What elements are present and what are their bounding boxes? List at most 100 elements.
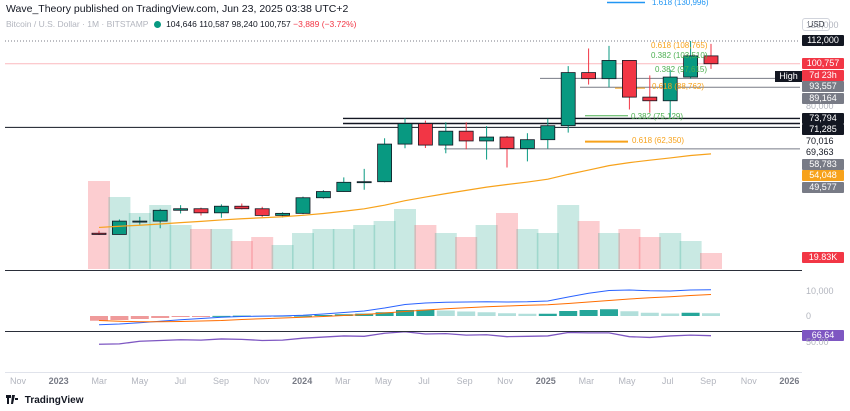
candle-body: [499, 136, 515, 149]
price-tick-label: 80,000: [806, 100, 834, 111]
time-axis-label: 2024: [292, 376, 313, 386]
candle-body: [683, 55, 698, 78]
macd-histogram-bar: [130, 316, 149, 319]
publication-note: Wave_Theory published on TradingView.com…: [6, 3, 349, 15]
macd-histogram-bar: [171, 316, 190, 317]
candle-body: [520, 139, 535, 149]
price-level-label: 73,794: [802, 112, 844, 124]
macd-histogram-bar: [110, 316, 129, 320]
candle-body: [295, 197, 311, 214]
macd-histogram-bar: [538, 313, 557, 316]
candle-body: [377, 143, 393, 183]
price-level-label: 71,285: [802, 124, 844, 136]
symbol-name[interactable]: Bitcoin / U.S. Dollar · 1M · BITSTAMP: [6, 19, 149, 29]
candle-body: [662, 76, 678, 102]
macd-histogram-bar: [375, 312, 394, 316]
macd-histogram-bar: [314, 315, 333, 316]
time-axis-label: 2025: [535, 376, 556, 386]
rsi-tick-label: 50.00: [806, 337, 829, 347]
volume-bar: [516, 229, 539, 269]
rsi-value-label: 66.64: [802, 330, 844, 342]
candle-body: [703, 55, 719, 65]
macd-histogram-bar: [416, 309, 435, 316]
macd-histogram-bar: [518, 313, 537, 316]
candle-body: [417, 123, 433, 146]
time-axis-label: Sep: [456, 376, 473, 386]
candle-body: [622, 60, 637, 98]
candle-body: [397, 123, 413, 145]
candle-body: [315, 191, 331, 199]
time-axis-label: May: [131, 376, 149, 386]
time-axis-label: Sep: [212, 376, 230, 386]
volume-bar: [88, 181, 110, 269]
volume-bar: [618, 229, 641, 269]
time-axis-label: Mar: [91, 376, 107, 386]
pane-separator-rsi[interactable]: [5, 331, 802, 332]
volume-bar: [496, 213, 518, 269]
time-axis-label: Jul: [418, 376, 430, 386]
volume-bar: [659, 233, 682, 269]
candle-body: [336, 181, 352, 192]
volume-bar: [190, 229, 212, 269]
tradingview-brand[interactable]: TradingView: [6, 395, 84, 406]
ohlc-low: 98,240: [231, 19, 258, 29]
time-axis-label: Nov: [253, 376, 270, 386]
macd-histogram-bar: [600, 309, 618, 316]
time-axis-label: Sep: [700, 376, 717, 386]
time-axis-label: Jul: [661, 376, 674, 386]
rsi-line: [98, 331, 712, 345]
volume-bars: [88, 181, 722, 269]
price-level-label: 69,363: [806, 147, 834, 158]
time-axis-label: Jul: [174, 376, 187, 386]
volume-bar: [700, 253, 722, 269]
volume-bar: [292, 233, 314, 269]
fib-level-label: 0.382 (103,510): [651, 51, 708, 61]
price-level-label: 49,577: [802, 181, 844, 193]
time-axis-label: May: [374, 376, 392, 386]
price-level-label: 70,016: [806, 135, 834, 146]
macd-tick-label: 10,000: [806, 286, 834, 296]
price-level-label: 100,757: [802, 58, 844, 70]
macd-histogram-bar: [661, 313, 680, 316]
pane-separator-macd[interactable]: [5, 270, 802, 271]
time-axis-label: 2023: [48, 376, 69, 386]
ohlc-close: 100,757: [260, 19, 291, 29]
ema-line: [98, 153, 712, 229]
macd-histogram-bar: [273, 316, 292, 317]
candle-body: [91, 232, 107, 235]
candle-body: [601, 60, 617, 80]
candle-body: [275, 212, 291, 216]
volume-bar: [210, 229, 233, 269]
tradingview-logo-icon: [6, 395, 18, 404]
candle-body: [540, 125, 556, 141]
volume-bar: [251, 237, 274, 269]
candle-body: [356, 181, 372, 184]
volume-bar: [230, 241, 253, 269]
ohlc-change: −3,889 (−3.72%): [293, 19, 357, 29]
market-status-icon: [153, 21, 161, 29]
fib-level-label: 1.618 (130,996): [652, 0, 709, 8]
candle-body: [193, 208, 209, 214]
macd-histogram-bar: [477, 312, 496, 316]
volume-bar: [434, 233, 457, 269]
macd-pane: [90, 289, 720, 326]
volume-bar: [577, 221, 600, 269]
signal-line: [98, 294, 712, 323]
macd-tick-label: 0: [806, 311, 812, 321]
volume-bar: [312, 229, 335, 269]
candle-body: [560, 72, 576, 127]
volume-bar: [557, 205, 580, 269]
candle-body: [642, 96, 658, 102]
macd-histogram-bar: [192, 316, 210, 317]
time-axis-label: Mar: [578, 376, 595, 386]
macd-histogram-bar: [498, 313, 516, 316]
candle-body: [438, 130, 454, 146]
macd-histogram-bar: [681, 312, 700, 316]
volume-bar: [271, 245, 294, 269]
price-level-label: 112,000: [802, 35, 844, 47]
currency-button[interactable]: USD: [802, 18, 830, 31]
candle-body: [458, 130, 474, 142]
time-axis-label: Nov: [497, 376, 514, 386]
